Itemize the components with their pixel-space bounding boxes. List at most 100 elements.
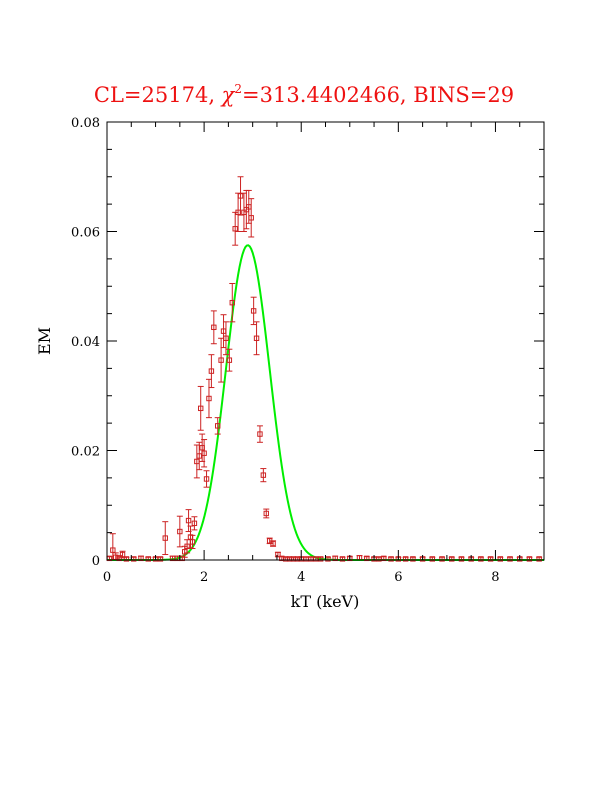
data-points-layer xyxy=(106,176,543,562)
point-marker xyxy=(439,556,445,562)
point-marker xyxy=(157,556,164,562)
point-marker xyxy=(223,335,229,341)
data-point xyxy=(248,198,255,238)
axes xyxy=(106,121,545,561)
data-point xyxy=(243,189,250,230)
point-marker xyxy=(208,368,215,374)
point-marker xyxy=(116,555,122,562)
data-point xyxy=(189,534,196,550)
point-marker xyxy=(388,556,394,562)
x-tick-label: 6 xyxy=(394,570,402,585)
point-marker xyxy=(198,405,204,412)
point-marker xyxy=(286,556,293,562)
data-point xyxy=(203,470,210,488)
title-part-2: =313.4402466, BINS=29 xyxy=(242,83,514,107)
point-marker xyxy=(294,556,301,562)
data-point xyxy=(237,176,244,216)
data-point xyxy=(196,441,203,471)
point-marker xyxy=(184,543,190,550)
point-marker xyxy=(248,215,254,221)
point-marker xyxy=(203,476,210,482)
y-tick-label: 0.06 xyxy=(71,226,100,241)
point-marker xyxy=(226,357,233,363)
point-marker xyxy=(119,551,126,558)
point-marker xyxy=(113,554,119,560)
point-marker xyxy=(429,556,436,562)
point-marker xyxy=(206,395,212,402)
point-marker xyxy=(215,423,221,429)
point-marker xyxy=(229,299,235,306)
point-marker xyxy=(410,556,416,562)
point-marker xyxy=(275,551,281,558)
point-marker xyxy=(123,556,130,562)
point-marker xyxy=(110,547,116,553)
data-point xyxy=(176,515,183,548)
plot-frame xyxy=(106,121,545,561)
tick-labels: 0 2 4 6 8 0 0.02 0.04 0.06 0.08 xyxy=(71,116,500,585)
y-tick-label: 0.02 xyxy=(71,445,100,460)
title-part-1: CL=25174, xyxy=(94,83,222,107)
data-point xyxy=(256,425,263,443)
data-point xyxy=(214,417,221,435)
title-chi-symbol: χ xyxy=(220,83,236,107)
point-marker xyxy=(507,556,513,562)
fit-curve xyxy=(107,244,544,561)
point-marker xyxy=(145,556,151,562)
point-marker xyxy=(232,226,238,232)
ticks xyxy=(106,121,545,561)
point-marker xyxy=(196,453,202,459)
x-tick-label: 2 xyxy=(200,570,208,585)
point-marker xyxy=(253,335,260,341)
y-tick-label: 0.04 xyxy=(71,335,100,350)
point-marker xyxy=(138,555,144,562)
point-marker xyxy=(218,357,224,363)
point-marker xyxy=(177,528,183,535)
point-marker xyxy=(402,556,409,562)
data-point xyxy=(210,310,217,345)
point-marker xyxy=(536,556,542,562)
data-point xyxy=(226,348,233,372)
point-marker xyxy=(185,517,192,524)
point-marker xyxy=(270,540,276,547)
point-marker xyxy=(381,555,387,562)
point-marker xyxy=(282,556,289,562)
data-point xyxy=(191,516,198,531)
point-marker xyxy=(260,472,267,478)
point-marker xyxy=(211,324,217,331)
x-tick-label: 4 xyxy=(297,570,305,585)
point-marker xyxy=(201,450,207,456)
point-marker xyxy=(478,556,484,562)
data-point xyxy=(162,521,169,556)
point-marker xyxy=(526,556,533,562)
data-point xyxy=(222,321,229,356)
data-point xyxy=(250,296,257,326)
point-marker xyxy=(290,556,297,562)
title-superscript: 2 xyxy=(234,82,242,96)
point-marker xyxy=(332,555,338,562)
y-axis-label: EM xyxy=(35,327,54,355)
y-tick-label: 0.08 xyxy=(71,116,100,131)
point-marker xyxy=(263,510,269,517)
point-marker xyxy=(458,556,465,562)
point-marker xyxy=(279,555,285,562)
y-tick-label: 0 xyxy=(92,554,100,569)
point-marker xyxy=(317,556,324,562)
point-marker xyxy=(237,193,244,199)
data-point xyxy=(208,354,215,389)
data-point xyxy=(356,555,363,561)
point-marker xyxy=(250,308,257,314)
data-point xyxy=(260,468,267,483)
point-marker xyxy=(189,539,196,545)
chart-title: CL=25174, χ2=313.4402466, BINS=29 xyxy=(94,82,514,107)
point-marker xyxy=(257,431,263,437)
point-marker xyxy=(339,556,346,562)
data-point xyxy=(201,439,208,468)
point-marker xyxy=(487,556,494,562)
data-point xyxy=(263,508,270,519)
data-point xyxy=(253,321,260,356)
data-point xyxy=(184,539,191,554)
point-marker xyxy=(449,556,455,562)
point-marker xyxy=(497,556,504,562)
data-point xyxy=(270,540,277,547)
